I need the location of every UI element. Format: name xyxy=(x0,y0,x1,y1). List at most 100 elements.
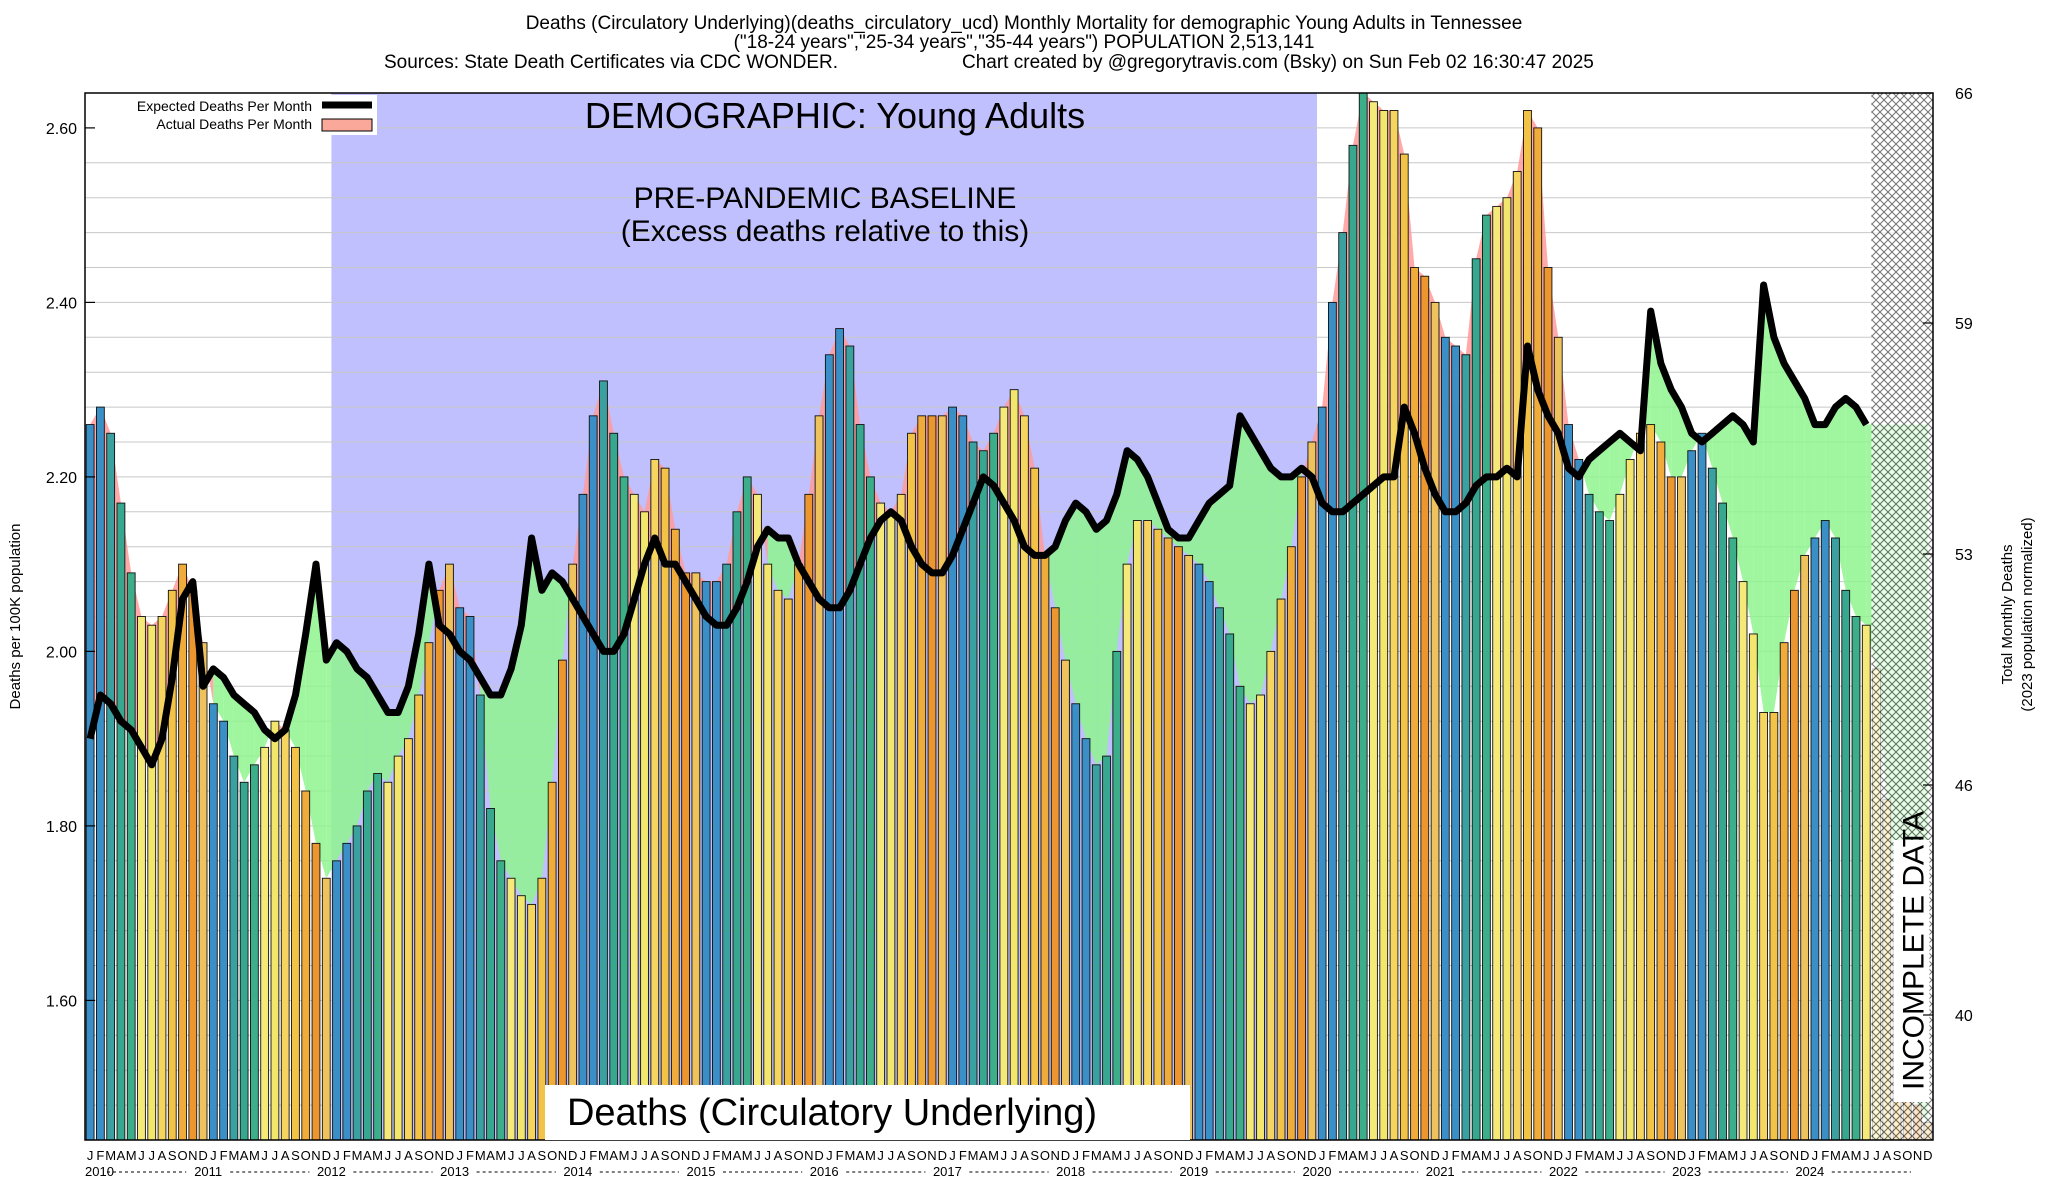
x-month-label: D xyxy=(1061,1148,1070,1163)
x-month-label: M xyxy=(352,1148,363,1163)
bar xyxy=(1174,546,1183,1141)
x-month-label: F xyxy=(589,1148,597,1163)
bar xyxy=(1194,563,1204,1141)
x-year-label: 2010 xyxy=(85,1164,114,1179)
x-month-label: J xyxy=(764,1148,771,1163)
bar xyxy=(1810,537,1820,1141)
bar xyxy=(414,694,424,1141)
x-month-label: J xyxy=(1863,1148,1870,1163)
x-month-label: J xyxy=(888,1148,895,1163)
bar xyxy=(1779,642,1789,1141)
x-month-label: O xyxy=(670,1148,680,1163)
x-month-label: N xyxy=(435,1148,444,1163)
x-year-label: 2016 xyxy=(810,1164,839,1179)
excess-fill xyxy=(1804,398,1815,556)
x-month-label: J xyxy=(1319,1148,1326,1163)
excess-fill xyxy=(778,537,789,600)
x-month-label: O xyxy=(1286,1148,1296,1163)
bar xyxy=(794,563,803,1141)
bar xyxy=(332,860,341,1141)
x-month-label: S xyxy=(1523,1148,1532,1163)
x-month-label: M xyxy=(988,1148,999,1163)
x-month-label: J xyxy=(508,1148,515,1163)
x-month-label: M xyxy=(1091,1148,1102,1163)
x-month-label: F xyxy=(836,1148,844,1163)
x-month-label: J xyxy=(456,1148,463,1163)
bar xyxy=(1215,607,1224,1141)
x-month-label: J xyxy=(1196,1148,1203,1163)
x-month-label: J xyxy=(1617,1148,1624,1163)
x-month-label: A xyxy=(1225,1148,1234,1163)
bar xyxy=(1543,267,1553,1141)
bar xyxy=(660,467,670,1141)
bar xyxy=(978,450,988,1141)
bar xyxy=(1666,476,1676,1141)
bar xyxy=(1718,502,1727,1141)
bar xyxy=(763,563,773,1141)
x-month-label: D xyxy=(568,1148,577,1163)
x-month-label: O xyxy=(1163,1148,1173,1163)
x-month-label: J xyxy=(1504,1148,1511,1163)
excess-fill xyxy=(244,703,255,783)
bar xyxy=(516,895,526,1141)
bar xyxy=(1389,109,1399,1141)
x-month-label: D xyxy=(1923,1148,1932,1163)
x-month-label: M xyxy=(475,1148,486,1163)
bar xyxy=(1646,424,1656,1141)
x-month-label: J xyxy=(1370,1148,1377,1163)
x-month-label: J xyxy=(518,1148,525,1163)
x-month-label: O xyxy=(917,1148,927,1163)
excess-fill xyxy=(1814,424,1826,538)
excess-fill xyxy=(1712,424,1723,504)
bar xyxy=(1153,528,1163,1141)
bar xyxy=(619,476,629,1141)
x-month-label: S xyxy=(1893,1148,1902,1163)
bar xyxy=(250,764,259,1141)
bar xyxy=(1061,659,1070,1141)
bar xyxy=(927,415,937,1141)
x-month-label: O xyxy=(1902,1148,1912,1163)
bar xyxy=(342,842,352,1141)
bar xyxy=(1102,755,1111,1141)
x-month-label: A xyxy=(1266,1148,1275,1163)
x-month-label: M xyxy=(372,1148,383,1163)
baseline-label-2: (Excess deaths relative to this) xyxy=(621,215,1030,248)
y-tick-label: 2.60 xyxy=(46,121,77,138)
excess-fill xyxy=(767,529,778,591)
incomplete-label-bg xyxy=(1893,840,1930,1102)
x-month-label: A xyxy=(1349,1148,1358,1163)
x-month-label: D xyxy=(198,1148,207,1163)
x-month-label: J xyxy=(877,1148,884,1163)
excess-fill xyxy=(346,651,358,844)
x-month-label: J xyxy=(261,1148,268,1163)
x-month-label: J xyxy=(949,1148,956,1163)
y-tick-label: 1.60 xyxy=(46,993,77,1010)
excess-fill xyxy=(377,695,388,783)
bar xyxy=(1861,624,1871,1141)
x-month-label: N xyxy=(1667,1148,1676,1163)
x-month-label: J xyxy=(148,1148,155,1163)
x-year-label: 2020 xyxy=(1303,1164,1332,1179)
bar xyxy=(937,415,947,1141)
x-month-label: O xyxy=(424,1148,434,1163)
bar xyxy=(783,598,793,1141)
x-month-label: J xyxy=(87,1148,94,1163)
x-year-label: 2024 xyxy=(1795,1164,1824,1179)
bar xyxy=(1369,101,1378,1141)
bar xyxy=(188,589,198,1141)
x-month-label: M xyxy=(1707,1148,1718,1163)
bar xyxy=(1081,738,1091,1141)
excess-fill xyxy=(1065,503,1076,704)
bar xyxy=(157,616,167,1141)
x-month-label: J xyxy=(1565,1148,1572,1163)
y2-tick-label: 59 xyxy=(1955,316,1973,333)
x-month-label: J xyxy=(1873,1148,1880,1163)
x-month-label: A xyxy=(1102,1148,1111,1163)
bar xyxy=(1790,589,1799,1141)
bar xyxy=(1020,415,1029,1141)
bar xyxy=(1358,92,1368,1141)
bar xyxy=(1769,712,1779,1141)
bar xyxy=(1697,432,1707,1141)
x-month-label: M xyxy=(1830,1148,1841,1163)
excess-fill xyxy=(1260,450,1271,696)
